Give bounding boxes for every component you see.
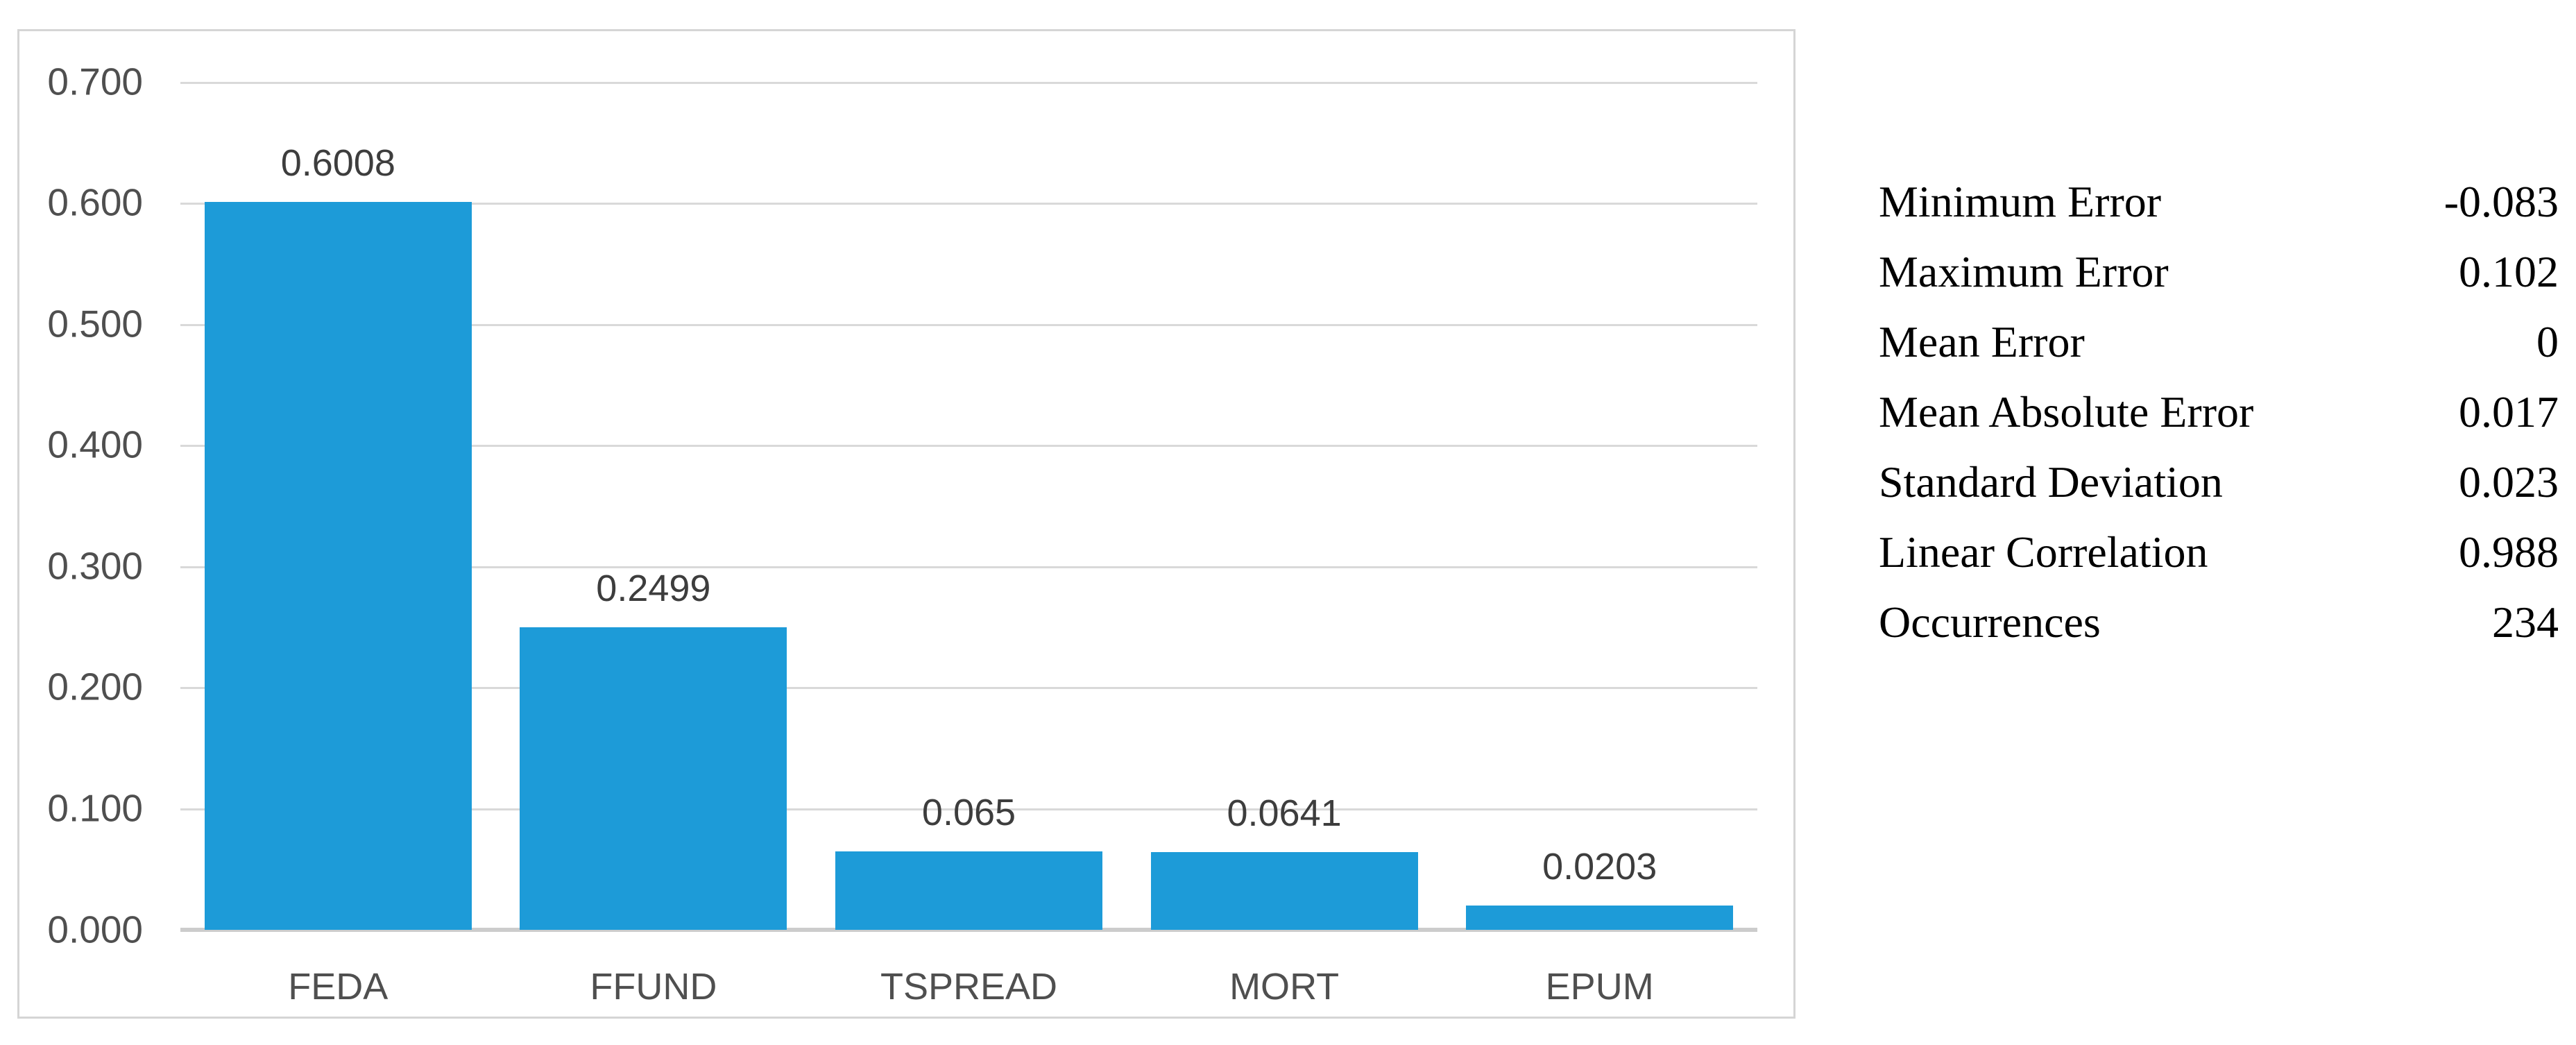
gridline [180, 566, 1757, 568]
stat-label: Standard Deviation [1879, 457, 2223, 507]
bar-series: 0.6008 0.2499 0.065 0.0641 0.0203 [180, 82, 1757, 930]
stat-label: Minimum Error [1879, 177, 2162, 226]
stat-row-linear-correlation: Linear Correlation 0.988 [1879, 517, 2559, 587]
x-axis-line [180, 928, 1757, 932]
stat-label: Occurrences [1879, 597, 2101, 647]
x-axis-labels: FEDA FFUND TSPREAD MORT EPUM [180, 966, 1757, 1008]
bar-slot-feda: 0.6008 [180, 82, 496, 930]
bar-slot-ffund: 0.2499 [496, 82, 812, 930]
stat-row-maximum-error: Maximum Error 0.102 [1879, 237, 2559, 307]
y-tick-label: 0.400 [47, 423, 143, 466]
y-tick-label: 0.500 [47, 302, 143, 346]
stat-value: 234 [2492, 597, 2559, 647]
plot-area: 0.700 0.600 0.500 0.400 0.300 0.200 0.10… [47, 62, 1757, 1008]
bar [835, 851, 1102, 930]
gridline [180, 324, 1757, 326]
stat-row-mean-error: Mean Error 0 [1879, 307, 2559, 377]
stat-row-minimum-error: Minimum Error -0.083 [1879, 167, 2559, 237]
x-tick-label-mort: MORT [1229, 966, 1340, 1008]
stat-value: 0.017 [2459, 387, 2559, 436]
bar-chart: 0.700 0.600 0.500 0.400 0.300 0.200 0.10… [17, 29, 1795, 1019]
y-tick-label: 0.000 [47, 908, 143, 951]
gridline [180, 82, 1757, 84]
bar-slot-mort: 0.0641 [1127, 82, 1442, 930]
bar [520, 627, 787, 930]
stat-label: Mean Error [1879, 317, 2085, 366]
gridline [180, 445, 1757, 447]
stat-label: Linear Correlation [1879, 527, 2208, 577]
stat-value: 0.023 [2459, 457, 2559, 507]
data-label: 0.0641 [1227, 792, 1342, 835]
x-tick-label-feda: FEDA [288, 966, 389, 1008]
bar-slot-tspread: 0.065 [811, 82, 1127, 930]
stat-value: 0.102 [2459, 247, 2559, 296]
y-tick-label: 0.300 [47, 544, 143, 588]
stat-row-standard-deviation: Standard Deviation 0.023 [1879, 447, 2559, 517]
bar [1150, 852, 1418, 930]
x-tick-label-ffund: FFUND [590, 966, 717, 1008]
gridline [180, 808, 1757, 810]
stat-value: 0 [2536, 317, 2559, 366]
gridline [180, 203, 1757, 205]
y-tick-label: 0.600 [47, 180, 143, 224]
stat-row-occurrences: Occurrences 234 [1879, 587, 2559, 657]
x-tick-label-tspread: TSPREAD [880, 966, 1058, 1008]
bar [204, 202, 472, 930]
stat-label: Mean Absolute Error [1879, 387, 2254, 436]
stats-panel: Minimum Error -0.083 Maximum Error 0.102… [1879, 167, 2559, 657]
stat-row-mean-absolute-error: Mean Absolute Error 0.017 [1879, 377, 2559, 447]
data-label: 0.6008 [280, 142, 395, 185]
bar-slot-epum: 0.0203 [1442, 82, 1757, 930]
data-label: 0.0203 [1542, 845, 1657, 887]
y-tick-label: 0.200 [47, 665, 143, 708]
stat-value: -0.083 [2443, 177, 2559, 226]
y-tick-label: 0.700 [47, 60, 143, 103]
x-tick-label-epum: EPUM [1545, 966, 1654, 1008]
data-label: 0.065 [921, 791, 1016, 833]
data-label: 0.2499 [596, 567, 711, 609]
gridline [180, 687, 1757, 689]
stat-value: 0.988 [2459, 527, 2559, 577]
stat-label: Maximum Error [1879, 247, 2169, 296]
y-tick-label: 0.100 [47, 786, 143, 830]
bar [1466, 905, 1734, 930]
